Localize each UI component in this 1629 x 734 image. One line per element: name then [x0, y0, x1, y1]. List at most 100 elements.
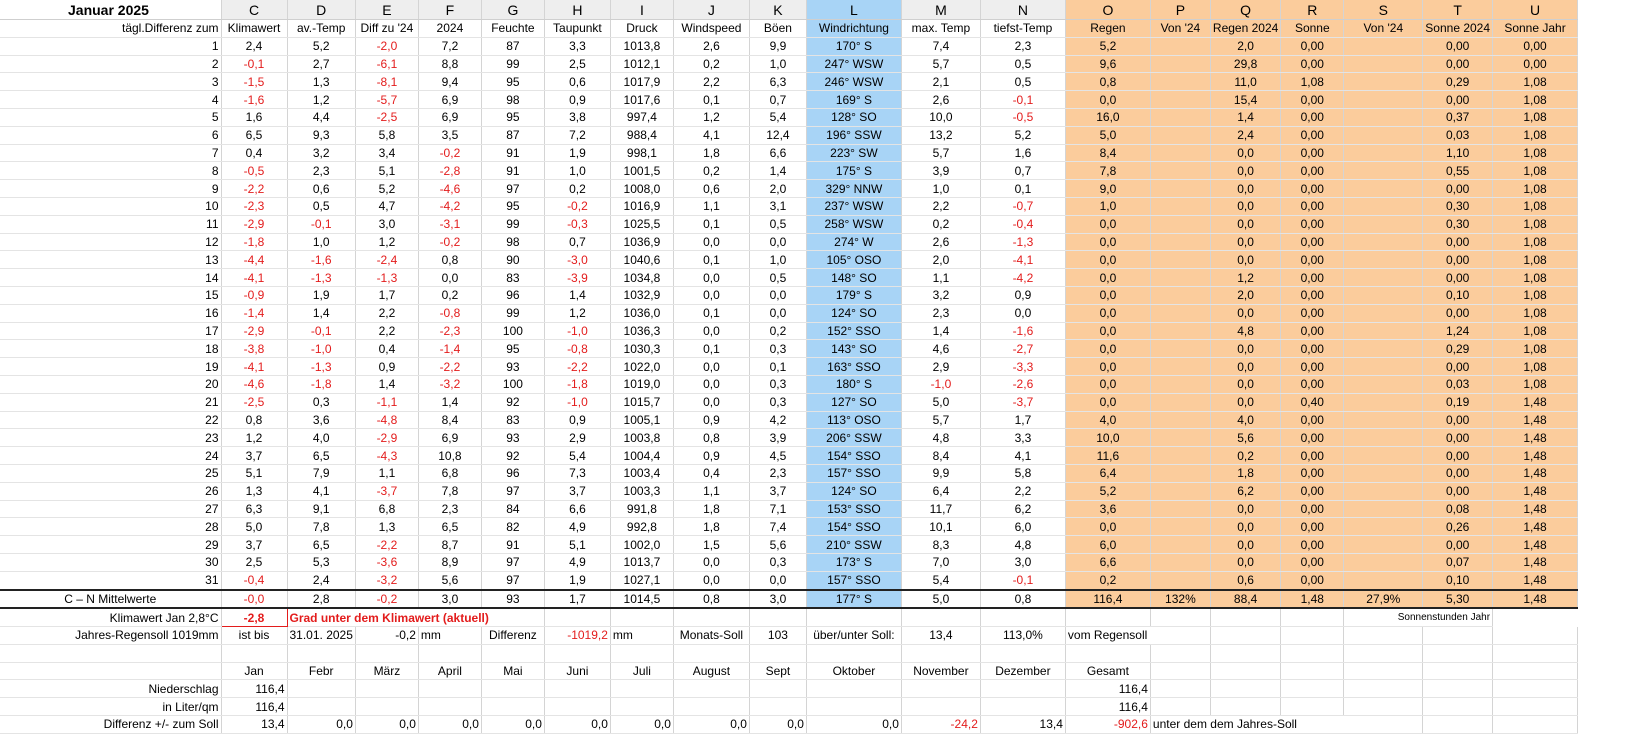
data-cell[interactable]: 0,9	[544, 411, 611, 430]
data-cell[interactable]: 11,6	[1065, 446, 1151, 465]
mean-value[interactable]: 0,8	[980, 588, 1066, 610]
data-cell[interactable]: 9,4	[418, 72, 482, 92]
data-cell[interactable]: 0,5	[980, 55, 1066, 74]
data-cell[interactable]: 5,2	[980, 126, 1066, 145]
data-cell[interactable]: 1004,4	[610, 446, 674, 465]
data-cell[interactable]: 7,2	[544, 126, 611, 145]
day-number[interactable]: 18	[0, 339, 222, 359]
data-cell[interactable]: 0,0	[1210, 197, 1282, 216]
data-cell[interactable]: 5,2	[355, 179, 419, 198]
day-number[interactable]: 29	[0, 535, 222, 554]
data-cell[interactable]: 0,2	[544, 179, 611, 198]
data-cell[interactable]: 127° SO	[806, 393, 902, 412]
data-cell[interactable]: 3,9	[749, 428, 807, 448]
data-cell[interactable]: 99	[481, 55, 545, 74]
data-cell[interactable]: 3,7	[749, 482, 807, 501]
data-cell[interactable]: 4,1	[673, 126, 750, 145]
data-cell[interactable]	[1343, 357, 1424, 376]
data-cell[interactable]: 0,3	[287, 393, 356, 412]
data-cell[interactable]: 4,8	[901, 428, 981, 448]
data-cell[interactable]: 0,0	[673, 553, 750, 572]
data-cell[interactable]: -4,6	[418, 179, 482, 198]
data-cell[interactable]: 4,9	[544, 517, 611, 537]
data-cell[interactable]: -1,6	[287, 250, 356, 270]
column-letter-r[interactable]: R	[1280, 0, 1345, 20]
data-cell[interactable]: 0,0	[1065, 304, 1151, 323]
data-cell[interactable]: 5,6	[749, 535, 807, 554]
data-cell[interactable]: 3,6	[1065, 500, 1151, 519]
data-cell[interactable]: 10,0	[901, 108, 981, 127]
data-cell[interactable]: 1040,6	[610, 250, 674, 270]
data-cell[interactable]: 274° W	[806, 233, 902, 252]
data-cell[interactable]: -1,6	[221, 90, 288, 109]
column-letter-e[interactable]: E	[355, 0, 419, 20]
data-cell[interactable]: 0,0	[1210, 393, 1282, 412]
data-cell[interactable]: -1,8	[544, 375, 611, 394]
data-cell[interactable]: 82	[481, 517, 545, 537]
data-cell[interactable]: 6,9	[418, 428, 482, 448]
data-cell[interactable]	[1150, 197, 1211, 216]
data-cell[interactable]: 1,08	[1492, 304, 1579, 323]
data-cell[interactable]: 1,2	[544, 304, 611, 323]
liter-value[interactable]	[287, 697, 356, 717]
data-cell[interactable]: 3,5	[418, 126, 482, 145]
data-cell[interactable]: 6,2	[980, 500, 1066, 519]
data-cell[interactable]: 5,4	[749, 108, 807, 127]
data-cell[interactable]: 0,00	[1280, 375, 1345, 394]
liter-value[interactable]	[355, 697, 419, 717]
data-cell[interactable]: 5,7	[901, 144, 981, 163]
data-cell[interactable]: 10,1	[901, 517, 981, 537]
data-cell[interactable]	[1343, 233, 1424, 252]
data-cell[interactable]: 93	[481, 428, 545, 448]
data-cell[interactable]: -0,4	[221, 571, 288, 591]
data-cell[interactable]: -0,3	[544, 215, 611, 234]
data-cell[interactable]: 113° OSO	[806, 411, 902, 430]
data-cell[interactable]: 0,0	[673, 268, 750, 287]
data-cell[interactable]: 3,0	[980, 553, 1066, 572]
data-cell[interactable]: 0,8	[418, 250, 482, 270]
data-cell[interactable]: 0,03	[1422, 375, 1494, 394]
data-cell[interactable]: 0,0	[1065, 357, 1151, 376]
data-cell[interactable]: 163° SSO	[806, 357, 902, 376]
data-cell[interactable]: 2,3	[749, 464, 807, 483]
data-cell[interactable]: -0,1	[980, 90, 1066, 109]
data-cell[interactable]: 991,8	[610, 500, 674, 519]
data-cell[interactable]: 1,08	[1492, 322, 1579, 341]
data-cell[interactable]: 1,4	[544, 286, 611, 305]
data-cell[interactable]	[1150, 535, 1211, 554]
data-cell[interactable]: 5,1	[221, 464, 288, 483]
data-cell[interactable]: -6,1	[355, 55, 419, 74]
data-cell[interactable]: 1027,1	[610, 571, 674, 591]
data-cell[interactable]: -1,4	[418, 339, 482, 359]
data-cell[interactable]: 1,2	[1210, 268, 1282, 287]
data-cell[interactable]	[1343, 286, 1424, 305]
data-cell[interactable]: 1,08	[1492, 250, 1579, 270]
niederschlag-value[interactable]	[749, 679, 807, 699]
data-cell[interactable]: 1,08	[1492, 126, 1579, 145]
mean-value[interactable]: 1,7	[544, 588, 611, 610]
niederschlag-value[interactable]	[418, 679, 482, 699]
data-cell[interactable]: 9,0	[1065, 179, 1151, 198]
data-cell[interactable]: 1,48	[1492, 571, 1579, 591]
data-cell[interactable]: 98	[481, 90, 545, 109]
data-cell[interactable]: 4,1	[980, 446, 1066, 465]
data-cell[interactable]: 148° SO	[806, 268, 902, 287]
data-cell[interactable]	[1343, 161, 1424, 181]
data-cell[interactable]: 1003,4	[610, 464, 674, 483]
data-cell[interactable]: 128° SO	[806, 108, 902, 127]
column-letter-h[interactable]: H	[544, 0, 611, 20]
data-cell[interactable]: 0,0	[980, 304, 1066, 323]
data-cell[interactable]: -2,9	[355, 428, 419, 448]
data-cell[interactable]: 0,00	[1422, 464, 1494, 483]
data-cell[interactable]: -2,3	[221, 197, 288, 216]
data-cell[interactable]: 0,0	[749, 304, 807, 323]
data-cell[interactable]: 7,8	[1065, 161, 1151, 181]
data-cell[interactable]: 3,0	[355, 215, 419, 234]
data-cell[interactable]: 95	[481, 339, 545, 359]
data-cell[interactable]: 0,5	[749, 268, 807, 287]
data-cell[interactable]: 0,0	[1210, 215, 1282, 234]
data-cell[interactable]: 4,6	[901, 339, 981, 359]
data-cell[interactable]: 3,7	[221, 446, 288, 465]
column-letter-n[interactable]: N	[980, 0, 1066, 20]
data-cell[interactable]: 97	[481, 482, 545, 501]
